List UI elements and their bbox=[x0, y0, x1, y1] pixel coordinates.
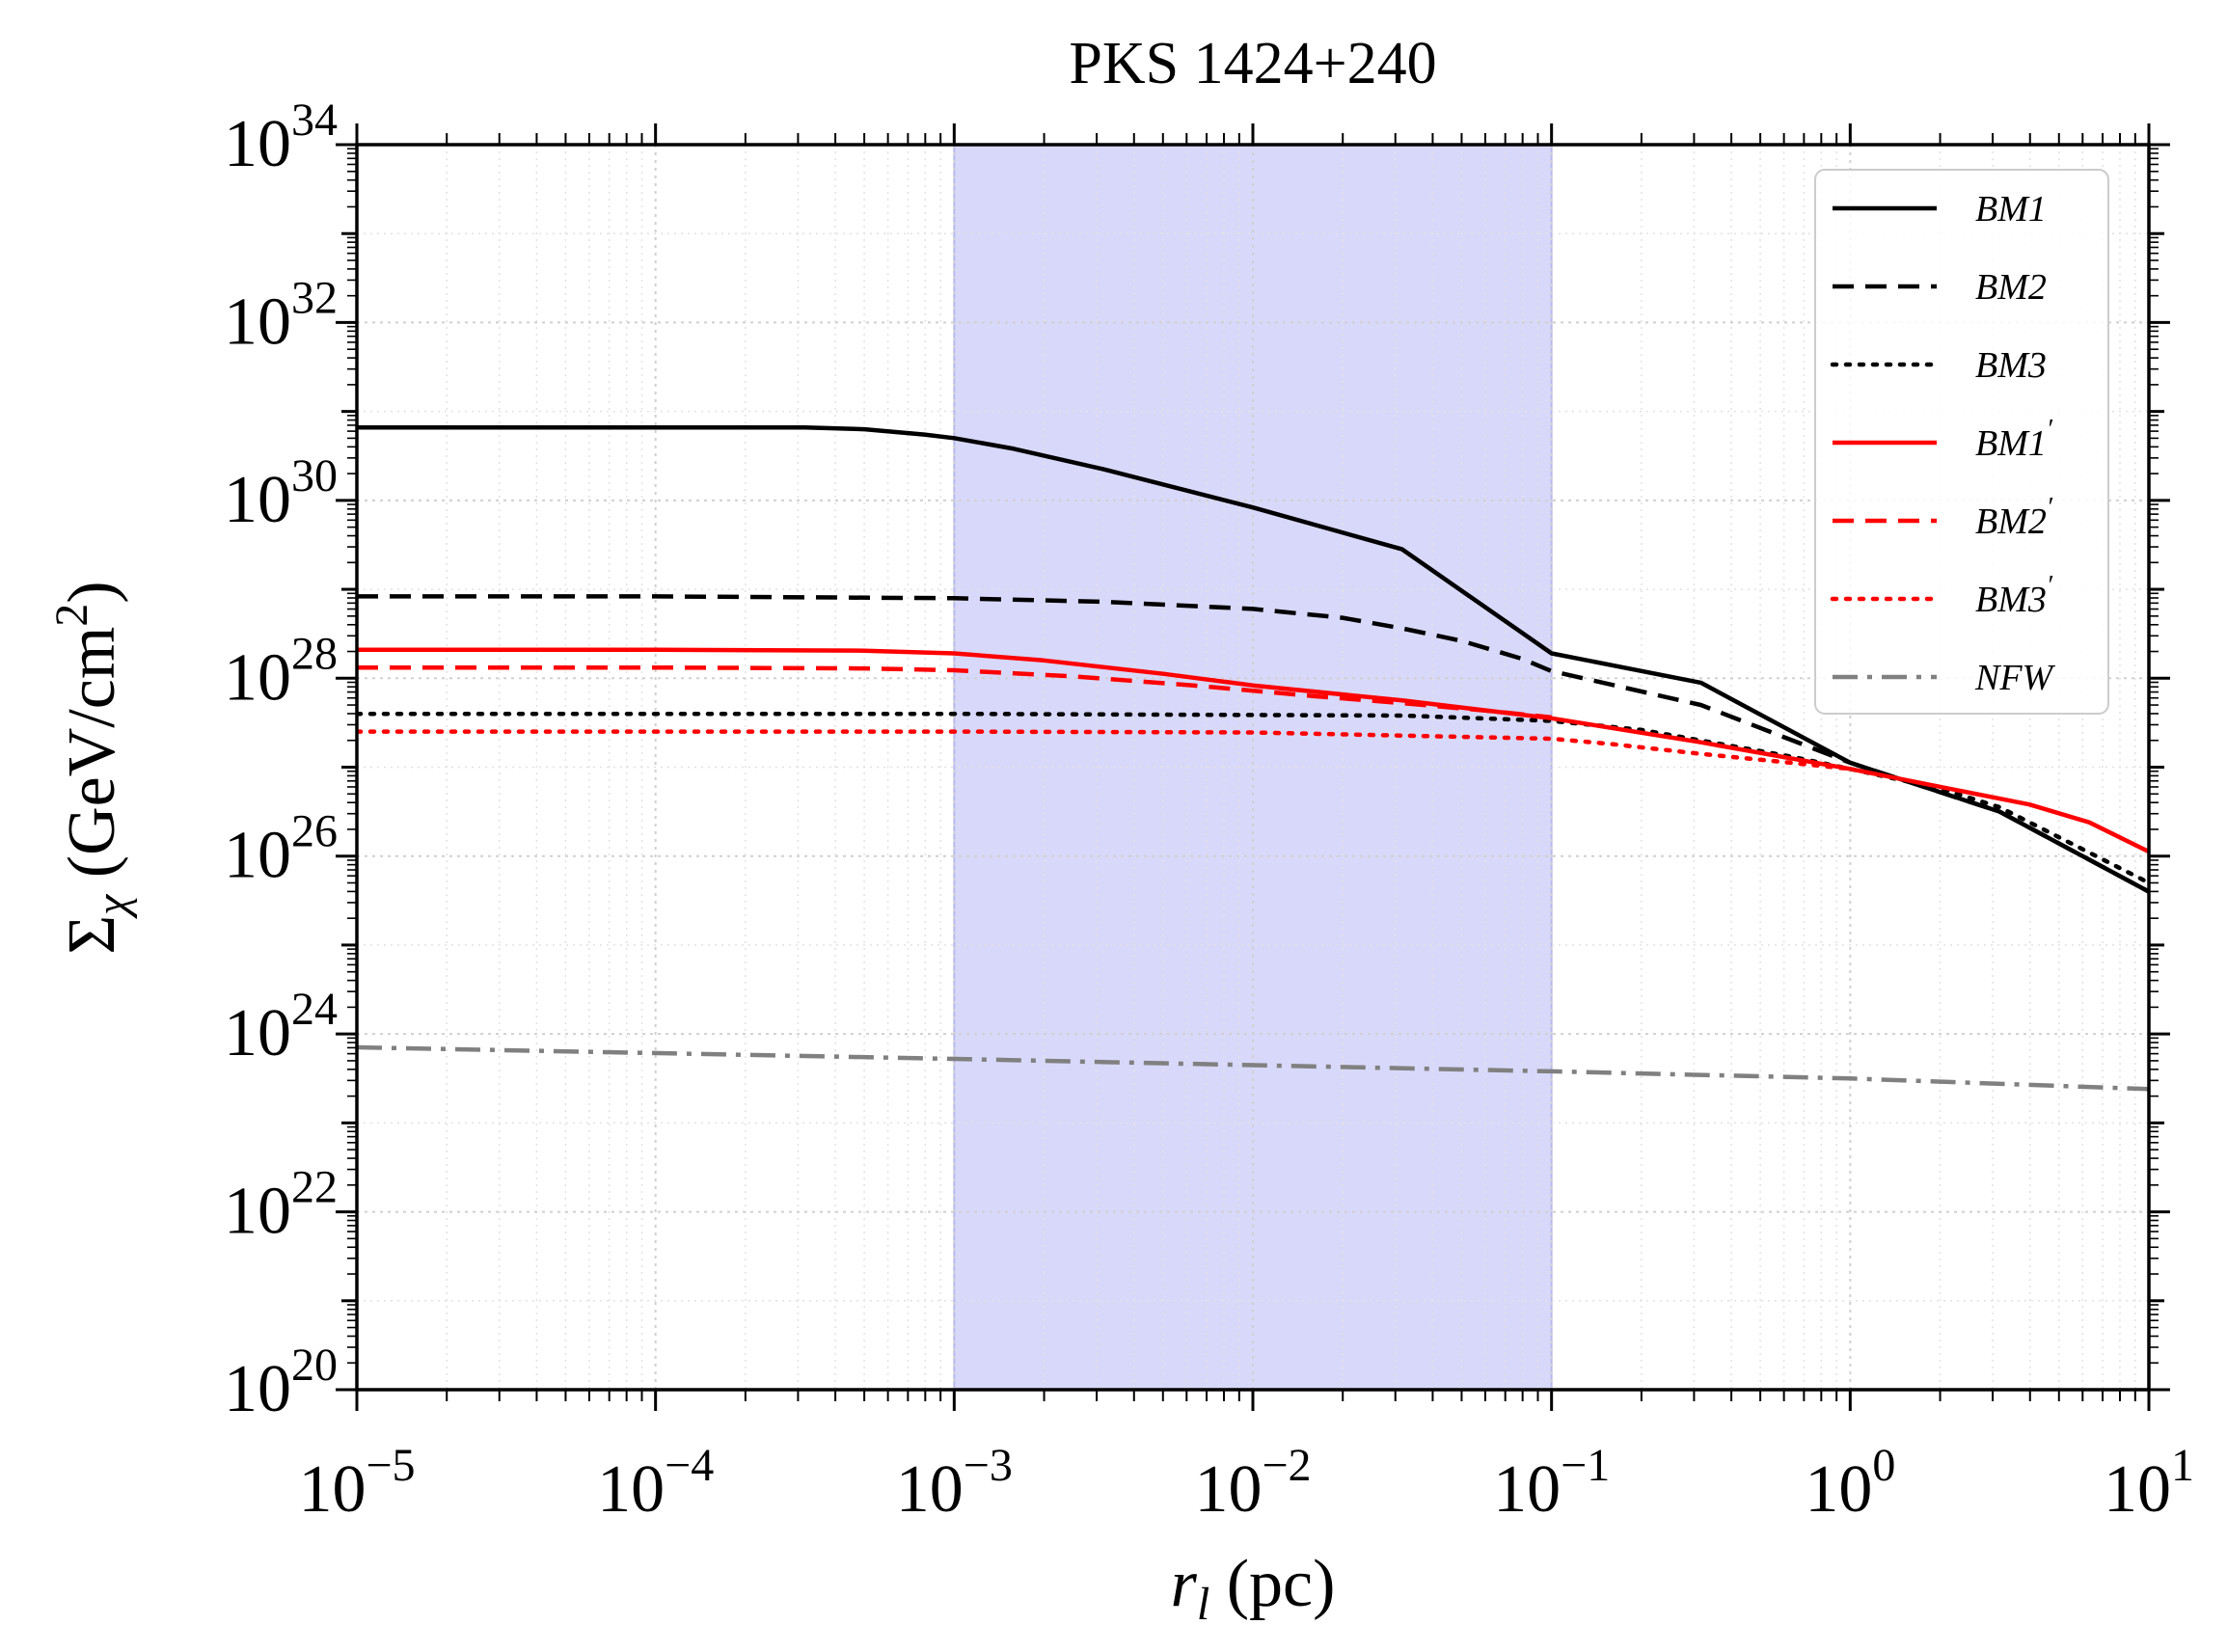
y-tick-label: 1030 bbox=[224, 450, 338, 537]
y-tick-labels: 1020 1022 1024 1026 1028 1030 1032 1034 bbox=[224, 95, 338, 1426]
x-tick-label: 10−5 bbox=[298, 1440, 415, 1527]
series-bm1 bbox=[357, 424, 2149, 894]
y-tick-label: 1024 bbox=[224, 984, 338, 1070]
grid bbox=[357, 145, 2149, 1390]
series-bm1-prime bbox=[357, 647, 2149, 854]
x-tick-labels: 10−5 10−4 10−3 10−2 10−1 100 101 bbox=[298, 1440, 2194, 1527]
y-tick-label: 1032 bbox=[224, 272, 338, 359]
x-tick-label: 10−4 bbox=[597, 1440, 714, 1527]
legend-label: BM3′ bbox=[1975, 571, 2053, 620]
x-tick-label: 10−1 bbox=[1493, 1440, 1610, 1527]
x-tick-label: 10−3 bbox=[896, 1440, 1013, 1527]
legend-label: BM1′ bbox=[1975, 415, 2053, 464]
legend: BM1 BM2 BM3 BM1′ BM2′ BM3′ NFW bbox=[1814, 169, 2109, 715]
legend-label: BM3 bbox=[1975, 345, 2047, 386]
plot-frame bbox=[355, 143, 2151, 1392]
legend-label: BM2′ bbox=[1975, 493, 2053, 542]
series-bm3-prime bbox=[357, 729, 1853, 772]
y-tick-label: 1028 bbox=[224, 628, 338, 715]
legend-label: BM2 bbox=[1975, 267, 2047, 308]
legend-label: BM1 bbox=[1975, 189, 2047, 230]
series-bm2 bbox=[357, 594, 2149, 894]
series-group bbox=[357, 424, 2149, 1092]
y-axis-title: Σχ (GeV/cm2) bbox=[46, 581, 138, 954]
x-axis-title: rl (pc) bbox=[1171, 1547, 1336, 1630]
series-bm2-prime bbox=[357, 664, 1552, 720]
chart-title: PKS 1424+240 bbox=[1069, 31, 1436, 96]
y-tick-label: 1020 bbox=[224, 1340, 338, 1426]
legend-frame bbox=[1814, 169, 2109, 715]
y-tick-label: 1026 bbox=[224, 806, 338, 893]
x-tick-label: 10−2 bbox=[1194, 1440, 1311, 1527]
legend-label: NFW bbox=[1974, 658, 2056, 698]
x-tick-label: 101 bbox=[2104, 1440, 2194, 1527]
y-tick-label: 1034 bbox=[224, 95, 338, 181]
y-tick-label: 1022 bbox=[224, 1162, 338, 1249]
x-tick-label: 100 bbox=[1805, 1440, 1895, 1527]
series-nfw bbox=[357, 1044, 2149, 1092]
series-bm3 bbox=[357, 711, 2149, 885]
